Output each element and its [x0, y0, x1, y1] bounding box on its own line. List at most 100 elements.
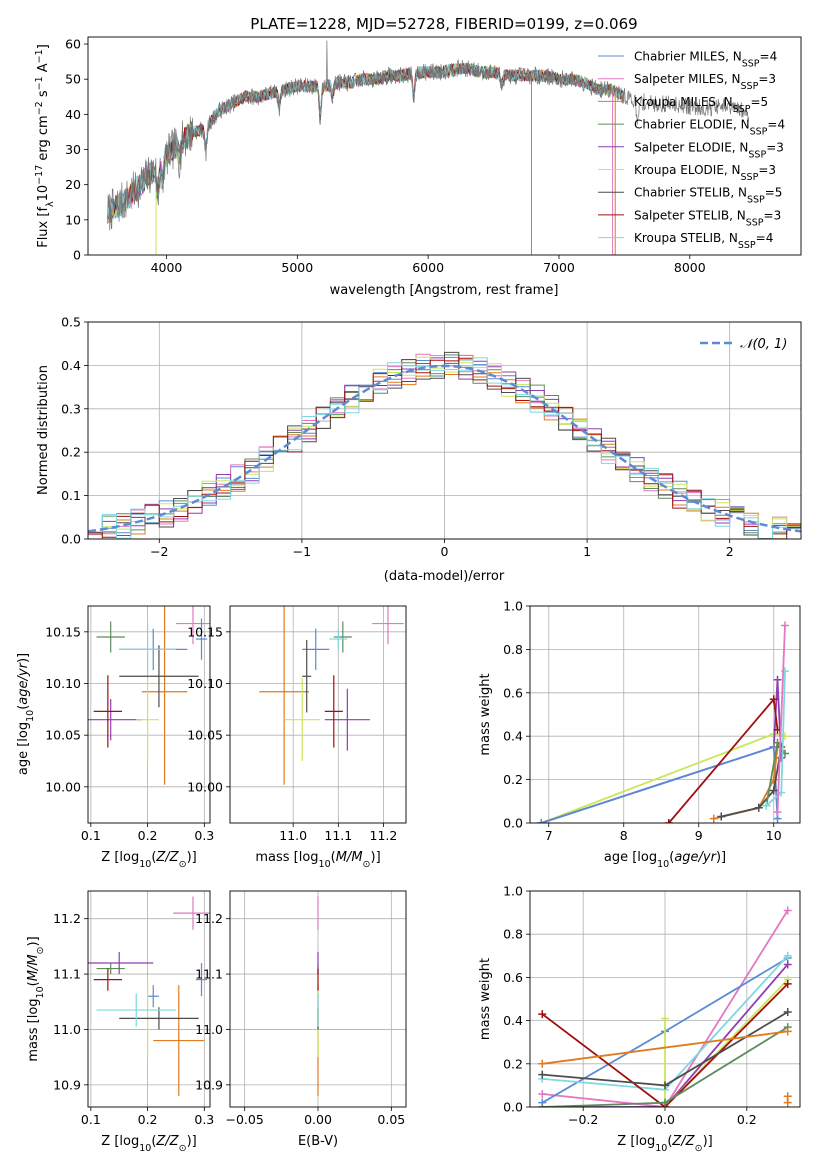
y-tick-label: 11.2 [195, 911, 223, 926]
y-tick-label: 40 [65, 107, 81, 122]
x-axis-label: Z [log10(Z/Z⊙)] [617, 1134, 712, 1154]
y-tick-label: 10.10 [187, 676, 223, 691]
label-part: −2 [34, 101, 45, 115]
x-tick-label: 1 [583, 544, 591, 559]
label-part: Z [log [617, 1134, 655, 1149]
mass-weight-marker [762, 801, 771, 810]
y-tick-label: 11.1 [195, 967, 223, 982]
mass-weight-marker [773, 675, 782, 684]
y-tick-label: 11.1 [53, 967, 81, 982]
mass-weight-marker [538, 1103, 547, 1107]
label-part: ( [151, 1134, 156, 1149]
x-tick-label: 0.3 [194, 828, 214, 843]
y-tick-label: 11.2 [53, 911, 81, 926]
y-axis-label: age [log10(age/yr)] [16, 653, 36, 775]
y-tick-label: 10.15 [187, 624, 223, 639]
y-tick-label: 10.00 [45, 779, 81, 794]
label-part: ( [16, 705, 31, 710]
x-tick-label: 7000 [543, 260, 575, 275]
x-tick-label: 10 [766, 828, 782, 843]
label-part: ( [667, 1134, 672, 1149]
legend-label: Chabrier ELODIE, NSSP=4 [634, 118, 785, 138]
label-part: ] [36, 44, 51, 49]
plot-area-mass_vs_z [88, 896, 210, 1096]
x-tick-label: 0.0 [655, 1112, 675, 1127]
label-part: Kroupa ELODIE, N [634, 163, 741, 177]
x-tick-label: 0.1 [81, 1112, 101, 1127]
mass-weight-marker [773, 808, 782, 817]
label-part: SSP [750, 126, 768, 137]
y-tick-label: 10.05 [45, 728, 81, 743]
label-part: )] [187, 1134, 197, 1149]
label-part: =4 [767, 118, 785, 132]
legend-label: Kroupa MILES, NSSP=5 [634, 95, 768, 115]
label-part: SSP [748, 149, 766, 160]
label-part: )] [703, 1134, 713, 1149]
label-part: ⊙ [179, 1143, 187, 1154]
plot-area-weight_vs_z [538, 906, 792, 1107]
mass-weight-marker [661, 1014, 669, 1023]
plot-area-age_vs_mass [259, 606, 404, 785]
x-axis-label: wavelength [Angstrom, rest frame] [330, 283, 559, 298]
label-part: −17 [34, 165, 45, 185]
axes-frame [529, 605, 801, 824]
legend-label: Chabrier STELIB, NSSP=5 [634, 186, 782, 206]
y-tick-label: 20 [65, 177, 81, 192]
y-tick-label: 0.5 [61, 315, 81, 330]
label-part: ( [26, 981, 41, 986]
label-part: age [log [604, 850, 657, 865]
mass-weight-marker [664, 819, 673, 823]
y-tick-label: 0 [73, 248, 81, 263]
x-tick-label: 6000 [412, 260, 444, 275]
label-part: age/yr [674, 850, 717, 865]
label-part: =5 [765, 186, 783, 200]
label-part: Z [log [101, 1134, 139, 1149]
y-tick-label: 0.0 [503, 816, 523, 831]
label-part: SSP [746, 217, 764, 228]
label-part: mass [log [255, 850, 318, 865]
plot-area-spectrum [107, 40, 750, 255]
label-part: Chabrier STELIB, N [634, 186, 747, 200]
label-part: =5 [750, 95, 768, 109]
y-tick-label: 10.9 [53, 1077, 81, 1092]
x-axis-label: age [log10(age/yr)] [604, 850, 726, 870]
x-tick-label: −2 [150, 544, 168, 559]
label-part: =3 [764, 208, 782, 222]
label-part: )] [716, 850, 726, 865]
x-tick-label: 0.1 [81, 828, 101, 843]
label-part: age/yr [16, 661, 31, 704]
label-part: =4 [756, 231, 774, 245]
axes-frame [229, 605, 407, 824]
mass-weight-marker [538, 1010, 547, 1019]
residual-histogram-step [88, 357, 801, 539]
axes-mass_vs_z: 0.1 0.2 0.3 10.9 11.0 11.1 11.2 [53, 890, 214, 1127]
label-part: =4 [760, 50, 778, 64]
label-part: age [log [16, 722, 31, 775]
y-tick-label: 0.4 [503, 1013, 523, 1028]
axes-age_vs_z: 0.1 0.2 0.3 10.00 10.05 10.10 10.15 [45, 605, 214, 843]
plot-area-residuals [88, 351, 801, 539]
y-tick-label: 1.0 [503, 884, 523, 899]
label-part: SSP [738, 240, 756, 251]
mass-weight-line [542, 963, 789, 1107]
label-part: 10 [36, 185, 51, 202]
label-part: 10 [25, 710, 36, 722]
x-tick-label: 8 [620, 828, 628, 843]
x-tick-label: −0.2 [568, 1112, 598, 1127]
observed-spectrum-line [107, 40, 750, 231]
y-tick-label: 10.05 [187, 728, 223, 743]
y-axis-label: Normed distribution [36, 365, 51, 495]
mass-weight-marker [783, 951, 792, 960]
x-tick-label: 0 [441, 544, 449, 559]
x-tick-label: 0.2 [737, 1112, 757, 1127]
label-part: Z/Z [155, 850, 179, 865]
label-part: )] [371, 850, 381, 865]
y-tick-label: 10 [65, 212, 81, 227]
y-tick-label: 10.10 [45, 676, 81, 691]
label-part: Kroupa STELIB, N [634, 231, 738, 245]
x-tick-label: −0.05 [226, 1112, 264, 1127]
y-axis-label: mass weight [478, 673, 493, 755]
mass-weight-marker [537, 819, 546, 823]
